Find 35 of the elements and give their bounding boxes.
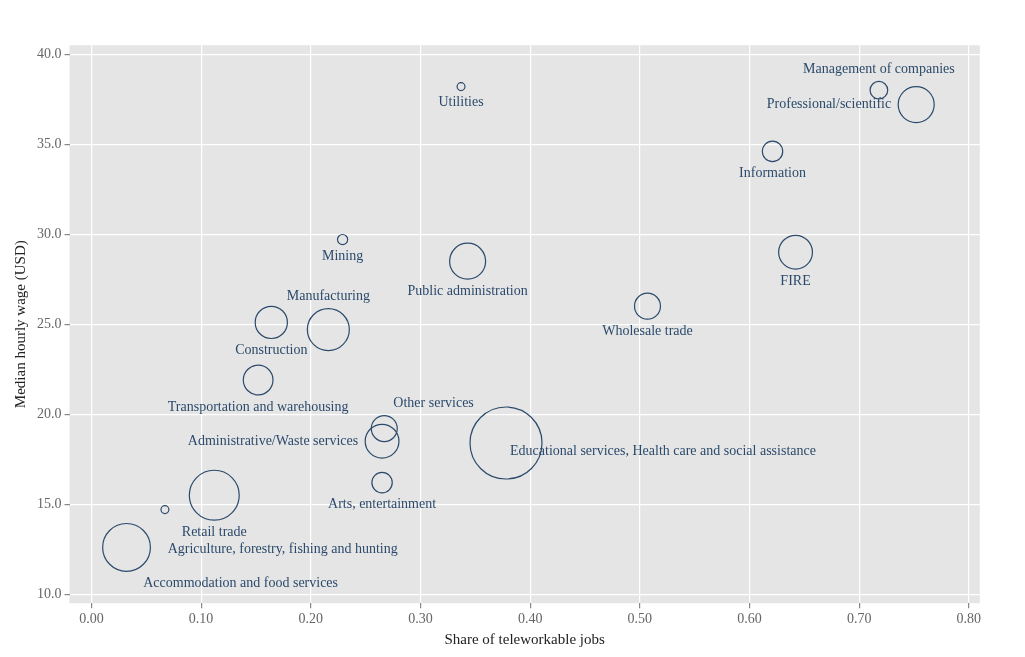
annotation: Utilities <box>438 94 484 110</box>
x-tick-label: 0.20 <box>298 611 324 627</box>
y-axis-title: Median hourly wage (USD) <box>11 240 29 409</box>
x-tick-label: 0.00 <box>79 611 104 627</box>
x-tick-label: 0.80 <box>956 611 982 627</box>
x-tick-label: 0.40 <box>517 611 543 627</box>
annotation: Arts, entertainment <box>328 496 437 512</box>
x-tick-label: 0.50 <box>627 611 653 627</box>
annotation: Accommodation and food services <box>143 574 339 590</box>
y-tick-label: 30.0 <box>37 225 62 241</box>
x-tick-label: 0.70 <box>846 611 872 627</box>
annotation: Information <box>739 165 806 181</box>
annotation: Other services <box>393 395 474 411</box>
annotation: FIRE <box>780 272 811 288</box>
y-tick-label: 10.0 <box>37 585 62 601</box>
annotation: Wholesale trade <box>602 322 693 338</box>
y-tick-label: 40.0 <box>37 45 62 61</box>
annotation: Transportation and warehousing <box>167 398 349 414</box>
x-tick-label: 0.10 <box>188 611 214 627</box>
y-tick-label: 15.0 <box>37 495 62 511</box>
x-tick-label: 0.30 <box>408 611 433 627</box>
y-tick-label: 25.0 <box>37 315 62 331</box>
annotation: Professional/scientific <box>766 96 892 112</box>
y-tick-label: 35.0 <box>37 135 62 151</box>
annotation: Mining <box>321 248 364 264</box>
annotation: Agriculture, forestry, fishing and hunting <box>167 541 398 557</box>
x-axis-title: Share of teleworkable jobs <box>444 630 605 647</box>
annotation: Manufacturing <box>286 288 370 304</box>
annotation: Public administration <box>407 282 528 298</box>
annotation: Administrative/Waste services <box>187 432 359 448</box>
y-tick-label: 20.0 <box>37 405 62 421</box>
annotation: Management of companies <box>803 61 955 77</box>
annotation: Retail trade <box>181 523 247 539</box>
annotation: Construction <box>235 342 308 358</box>
x-tick-label: 0.60 <box>737 611 762 627</box>
